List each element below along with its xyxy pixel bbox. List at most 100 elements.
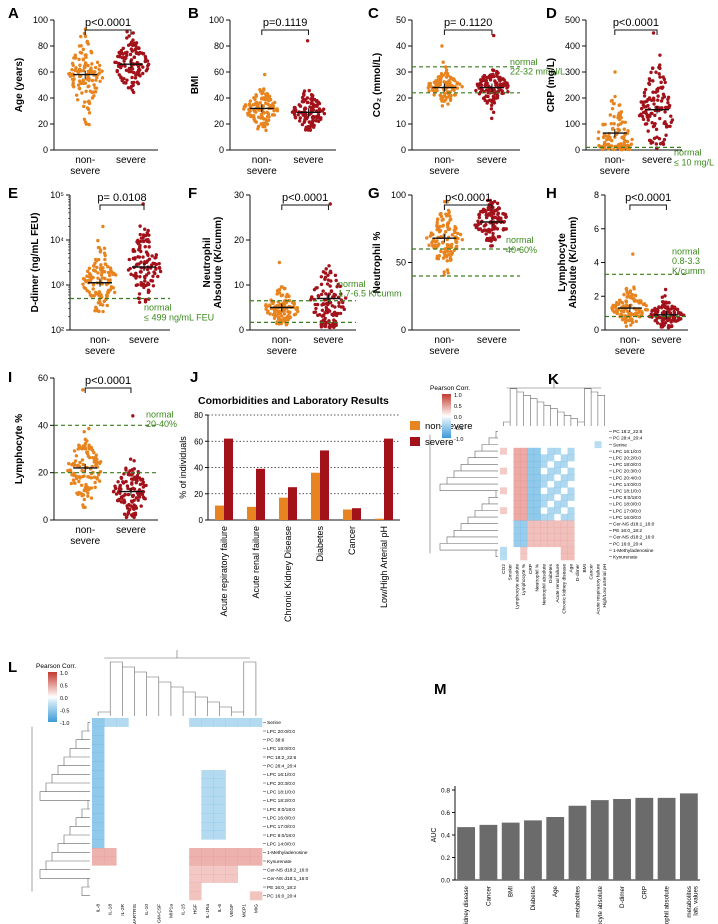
- data-point: [116, 498, 121, 503]
- y-tick-label: 100: [209, 15, 224, 25]
- data-point: [321, 107, 326, 111]
- data-point: [324, 320, 328, 325]
- data-point: [141, 239, 146, 243]
- data-point: [151, 261, 155, 265]
- heatmap-cell: [513, 487, 521, 495]
- data-point: [307, 88, 311, 93]
- x-category-label: severe: [116, 155, 146, 166]
- data-point: [612, 310, 617, 314]
- data-point: [323, 311, 327, 315]
- data-point: [83, 81, 88, 85]
- heatmap-cell: [213, 804, 226, 814]
- data-point: [127, 67, 132, 71]
- row-label: LPC 18:1/0:0: [267, 789, 295, 795]
- heatmap-cell: [520, 520, 528, 528]
- data-point: [135, 240, 140, 245]
- data-point: [275, 107, 279, 112]
- data-point: [332, 324, 336, 329]
- data-point: [264, 303, 268, 307]
- data-point: [157, 265, 162, 270]
- row-label: LPC 20:3/0:0: [613, 469, 641, 475]
- panel-I: I 0 20 40 60 Lymphocyte % non-severe severe p<0.…: [8, 369, 177, 547]
- data-point: [82, 285, 86, 290]
- data-point: [137, 300, 142, 304]
- data-point: [662, 317, 666, 322]
- heatmap-cell: [527, 447, 535, 455]
- data-point: [81, 57, 86, 62]
- data-point: [325, 282, 330, 286]
- panel-letter: E: [8, 185, 18, 202]
- data-point: [613, 94, 617, 99]
- data-point: [70, 77, 75, 81]
- data-point: [435, 256, 439, 261]
- data-point: [147, 245, 151, 249]
- data-point: [125, 50, 129, 55]
- data-point: [609, 99, 614, 103]
- heatmap-cell: [92, 848, 105, 857]
- data-point: [77, 44, 82, 48]
- data-point: [659, 99, 664, 103]
- data-point: [258, 89, 263, 94]
- data-point: [303, 98, 307, 102]
- data-point: [264, 307, 268, 311]
- data-point: [624, 299, 629, 304]
- data-point: [612, 114, 616, 119]
- data-point: [482, 228, 487, 232]
- data-point: [448, 243, 452, 247]
- data-point: [81, 282, 85, 286]
- data-point: [85, 39, 90, 44]
- data-point: [286, 314, 290, 318]
- data-point: [76, 70, 81, 74]
- row-label: Cer-NS d18:1_16:0: [267, 876, 309, 882]
- data-point: [83, 279, 88, 283]
- data-point: [134, 263, 139, 267]
- heatmap-cell: [520, 454, 528, 462]
- data-point: [107, 273, 112, 278]
- data-point: [138, 243, 142, 248]
- data-point: [658, 75, 662, 79]
- data-point: [432, 80, 437, 85]
- heatmap-cell: [567, 533, 575, 541]
- data-point: [134, 51, 139, 55]
- data-point: [646, 115, 650, 120]
- data-point: [617, 142, 621, 147]
- data-point: [490, 68, 495, 72]
- data-point: [83, 441, 88, 446]
- data-point: [113, 60, 117, 65]
- data-point: [131, 31, 135, 35]
- data-point: [328, 202, 332, 206]
- data-point: [136, 296, 141, 300]
- y-tick-label: 40: [38, 420, 48, 430]
- data-point: [82, 104, 86, 109]
- data-point: [476, 222, 481, 226]
- y-tick-label: 100: [565, 119, 580, 129]
- heatmap-cell: [547, 447, 555, 455]
- x-category-label: metaboliteslab. values: [686, 886, 700, 918]
- data-point: [605, 138, 609, 142]
- y-tick-label: 80: [38, 41, 48, 51]
- heatmap-cell: [237, 718, 251, 727]
- data-point: [495, 69, 499, 74]
- data-point: [611, 126, 615, 131]
- data-point: [84, 122, 89, 126]
- data-point: [90, 78, 95, 83]
- data-point: [499, 216, 503, 220]
- data-point: [486, 94, 490, 99]
- data-point: [76, 447, 80, 451]
- data-point: [131, 493, 136, 498]
- data-point: [475, 225, 479, 229]
- data-point: [616, 116, 620, 120]
- data-point: [320, 308, 325, 312]
- y-tick-label: 10²: [51, 325, 64, 335]
- normal-range-text: normal 40-60%: [506, 235, 537, 255]
- data-point: [673, 305, 677, 309]
- data-point: [493, 215, 498, 220]
- heatmap-cell: [554, 447, 562, 455]
- heatmap-cell: [567, 454, 575, 462]
- data-point: [129, 69, 133, 74]
- data-point: [624, 287, 628, 291]
- heatmap-cell: [189, 891, 202, 901]
- data-point: [437, 230, 442, 234]
- column-label: IL-10: [144, 904, 150, 915]
- data-point: [298, 116, 302, 120]
